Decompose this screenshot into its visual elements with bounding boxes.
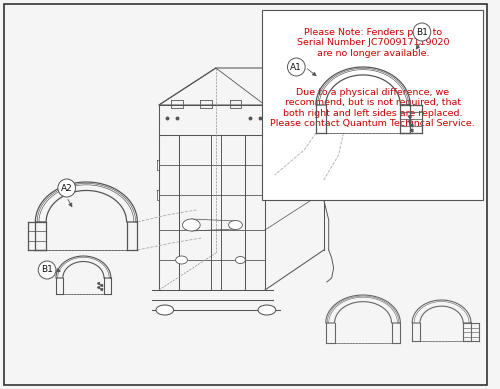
Text: Please Note: Fenders prior to
Serial Number JC700917119020
are no longer availab: Please Note: Fenders prior to Serial Num… [296, 28, 449, 58]
Circle shape [288, 58, 305, 76]
FancyBboxPatch shape [262, 10, 484, 200]
Ellipse shape [182, 219, 200, 231]
Ellipse shape [236, 256, 246, 263]
Ellipse shape [258, 305, 276, 315]
Circle shape [413, 23, 431, 41]
Text: Due to a physical difference, we
recommend, but is not required, that
both right: Due to a physical difference, we recomme… [270, 88, 475, 128]
Ellipse shape [176, 256, 188, 264]
Text: A2: A2 [61, 184, 72, 193]
Ellipse shape [228, 221, 242, 230]
Text: B1: B1 [41, 266, 53, 275]
Circle shape [58, 179, 76, 197]
Ellipse shape [156, 305, 174, 315]
Text: B1: B1 [416, 28, 428, 37]
FancyBboxPatch shape [4, 4, 486, 385]
Circle shape [38, 261, 56, 279]
Text: A1: A1 [290, 63, 302, 72]
